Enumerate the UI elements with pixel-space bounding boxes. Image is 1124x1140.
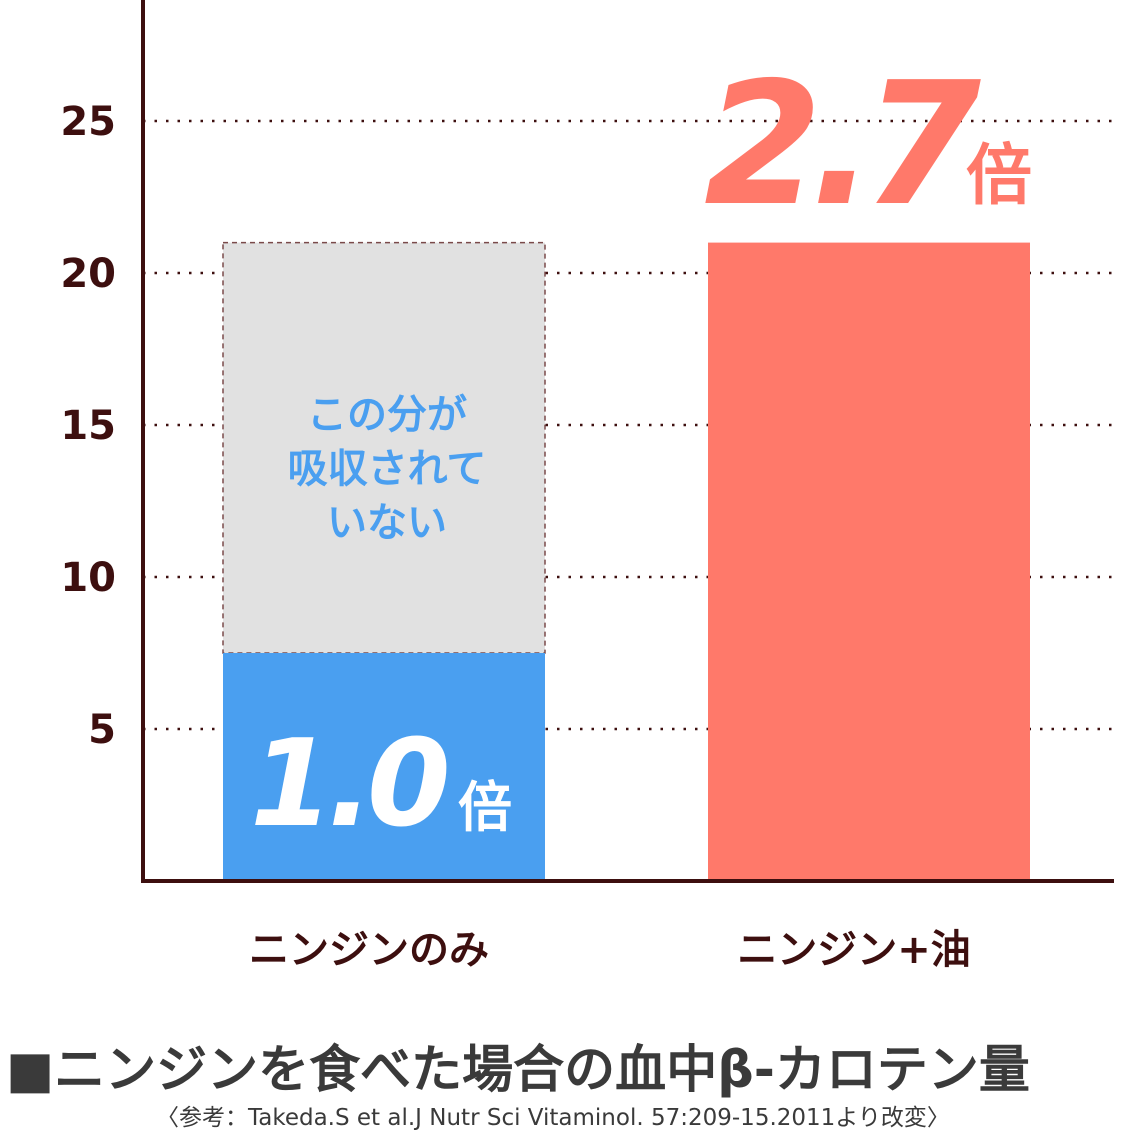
bar-2 xyxy=(708,242,1030,882)
bar-2-value-label: 2.7 xyxy=(704,46,981,244)
y-tick-labels: 5 10 15 20 25 xyxy=(60,99,116,753)
category-labels: ニンジンのみ ニンジン+油 xyxy=(249,927,971,973)
category-label-1: ニンジンのみ xyxy=(249,927,489,973)
unabsorbed-note-line-2: 吸収されて xyxy=(288,446,487,492)
category-label-2: ニンジン+油 xyxy=(737,927,971,973)
chart-title: ■ニンジンを食べた場合の血中β-カロテン量 xyxy=(6,1041,1030,1100)
y-tick-label-25: 25 xyxy=(60,99,116,145)
source-note: 〈参考：Takeda.S et al.J Nutr Sci Vitaminol.… xyxy=(156,1105,950,1131)
bar-1-value-label: 1.0 xyxy=(250,715,447,854)
y-tick-label-10: 10 xyxy=(60,555,116,601)
y-tick-label-5: 5 xyxy=(88,707,116,753)
bar-1 xyxy=(223,653,545,881)
bars xyxy=(222,241,1030,882)
y-tick-label-20: 20 xyxy=(60,251,116,297)
bar-2-value-suffix: 倍 xyxy=(966,137,1032,214)
bar-unabsorbed-portion xyxy=(222,241,546,654)
unabsorbed-note-line-1: この分が xyxy=(307,392,467,438)
y-tick-label-15: 15 xyxy=(60,403,116,449)
bar-1-value-suffix: 倍 xyxy=(458,776,512,839)
unabsorbed-note-line-3: いない xyxy=(327,500,447,546)
